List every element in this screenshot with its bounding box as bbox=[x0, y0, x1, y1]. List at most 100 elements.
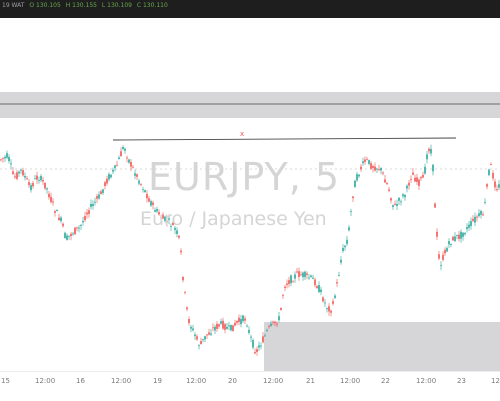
candle-body bbox=[292, 281, 294, 283]
time-label: 12:00 bbox=[340, 377, 361, 385]
candle-body bbox=[464, 233, 466, 235]
candle-body bbox=[478, 213, 480, 217]
candle-body bbox=[216, 323, 218, 329]
candle-body bbox=[254, 351, 256, 354]
candle-body bbox=[470, 221, 472, 227]
candle-body bbox=[414, 177, 416, 182]
candle-body bbox=[252, 340, 254, 348]
candle-body bbox=[354, 180, 356, 188]
candle-body bbox=[130, 161, 132, 167]
candle-body bbox=[322, 297, 324, 302]
candle-body bbox=[156, 209, 158, 212]
candle-body bbox=[8, 156, 10, 162]
candle-body bbox=[394, 203, 396, 205]
candle-body bbox=[370, 163, 372, 169]
close-value: C 130.110 bbox=[136, 2, 168, 9]
candle-body bbox=[80, 225, 82, 226]
candle-body bbox=[114, 165, 116, 168]
time-label: 12:00 bbox=[35, 377, 56, 385]
trendline[interactable] bbox=[112, 137, 457, 141]
candle-body bbox=[176, 230, 178, 235]
candle-body bbox=[226, 326, 228, 329]
candle-body bbox=[400, 201, 402, 203]
candle-body bbox=[144, 190, 146, 193]
low-value: L 130.109 bbox=[101, 2, 132, 9]
candle-body bbox=[218, 324, 220, 327]
candle-body bbox=[316, 286, 318, 288]
candle-body bbox=[496, 189, 498, 191]
candle-body bbox=[70, 233, 72, 237]
candle-body bbox=[104, 182, 106, 187]
candle-body bbox=[432, 164, 434, 172]
time-label: 12:00 bbox=[263, 377, 284, 385]
candle-body bbox=[480, 210, 482, 215]
time-label: 21 bbox=[306, 377, 315, 385]
candle-body bbox=[174, 227, 176, 230]
candle-body bbox=[328, 306, 330, 312]
candle-body bbox=[198, 345, 200, 347]
candle-body bbox=[162, 214, 164, 219]
candle-body bbox=[302, 272, 304, 278]
candle-body bbox=[382, 172, 384, 174]
candle-body bbox=[364, 159, 366, 163]
ohlc-prefix: 19 WAT bbox=[2, 2, 25, 9]
price-chart-pane[interactable]: x EURJPY, 5 Euro / Japanese Yen bbox=[0, 18, 500, 371]
open-value: O 130.105 bbox=[29, 2, 61, 9]
candle-body bbox=[4, 156, 6, 159]
candle-body bbox=[62, 223, 64, 227]
candle-body bbox=[6, 153, 8, 158]
candle-body bbox=[340, 259, 342, 263]
candle-body bbox=[352, 196, 354, 199]
chart-canvas[interactable]: x bbox=[0, 18, 500, 371]
candle-body bbox=[416, 177, 418, 182]
candle-body bbox=[272, 321, 274, 323]
candle-body bbox=[256, 349, 258, 352]
candle-body bbox=[250, 336, 252, 338]
candle-body bbox=[246, 325, 248, 327]
candle-body bbox=[118, 157, 120, 159]
candle-body bbox=[54, 211, 56, 213]
candle-body bbox=[350, 211, 352, 213]
candle-body bbox=[262, 336, 264, 343]
candle-body bbox=[40, 175, 42, 181]
supply-zone[interactable] bbox=[0, 92, 500, 118]
time-label: 22 bbox=[381, 377, 390, 385]
candle-body bbox=[120, 151, 122, 157]
candlestick-series bbox=[0, 144, 500, 356]
candle-body bbox=[42, 179, 44, 182]
high-value: H 130.155 bbox=[65, 2, 97, 9]
candle-body bbox=[336, 282, 338, 284]
time-axis[interactable]: 15 12:00 16 12:00 19 12:00 20 12:00 21 1… bbox=[0, 371, 500, 401]
candle-body bbox=[26, 178, 28, 180]
candle-body bbox=[446, 248, 448, 252]
candle-body bbox=[106, 178, 108, 184]
candle-body bbox=[408, 182, 410, 186]
candle-body bbox=[426, 154, 428, 160]
candle-body bbox=[358, 174, 360, 177]
candle-body bbox=[308, 277, 310, 279]
candle-body bbox=[326, 308, 328, 310]
candle-body bbox=[56, 209, 58, 211]
candle-body bbox=[164, 216, 166, 221]
candle-body bbox=[194, 334, 196, 337]
candle-body bbox=[486, 184, 488, 187]
candle-body bbox=[406, 185, 408, 189]
candle-body bbox=[12, 171, 14, 174]
candle-body bbox=[270, 323, 272, 326]
candle-body bbox=[346, 239, 348, 244]
candle-body bbox=[360, 166, 362, 170]
candle-body bbox=[88, 210, 90, 214]
candle-body bbox=[312, 277, 314, 279]
candle-body bbox=[84, 216, 86, 221]
candle-body bbox=[78, 227, 80, 229]
candle-body bbox=[220, 321, 222, 324]
candle-body bbox=[264, 335, 266, 337]
demand-zone[interactable] bbox=[264, 322, 500, 371]
time-label: 19 bbox=[153, 377, 162, 385]
candle-body bbox=[74, 227, 76, 235]
time-label: 23 bbox=[457, 377, 466, 385]
candle-body bbox=[0, 159, 2, 161]
candle-body bbox=[466, 227, 468, 230]
candle-body bbox=[244, 318, 246, 321]
